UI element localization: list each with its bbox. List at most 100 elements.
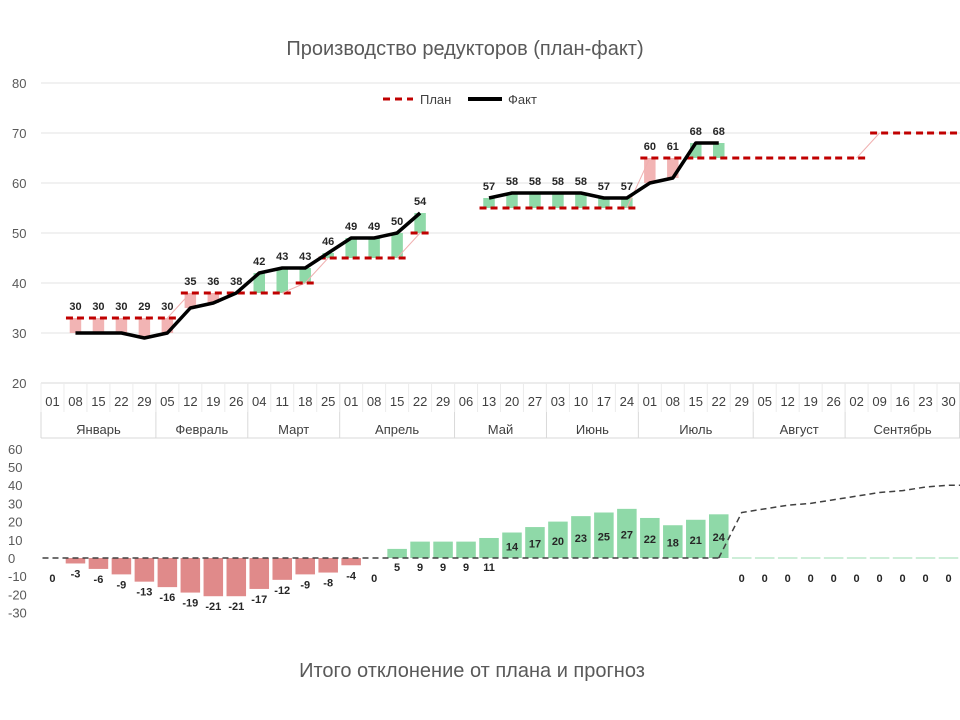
fact-series-line [75, 141, 719, 340]
x-day-tick-label: 18 [298, 394, 312, 409]
plan-fact-diff-bar [552, 193, 564, 208]
deviation-bar [157, 558, 178, 588]
plan-fact-diff-bar [414, 213, 426, 233]
plan-fact-diff-bar [483, 198, 495, 208]
x-day-tick-label: 22 [413, 394, 427, 409]
x-day-tick-label: 20 [505, 394, 519, 409]
x-day-tick-label: 30 [941, 394, 955, 409]
deviation-data-label: 27 [621, 529, 633, 541]
fact-data-label: 36 [207, 276, 219, 288]
plan-step-connector [282, 282, 306, 294]
deviation-data-label: 18 [667, 538, 679, 550]
x-month-label: Март [278, 422, 309, 437]
plan-fact-diff-bar [621, 198, 633, 208]
bottom-y-tick-label: 60 [8, 442, 22, 457]
plan-fact-diff-bar [368, 238, 380, 258]
fact-data-label: 68 [690, 126, 702, 138]
deviation-data-label: -19 [182, 598, 198, 610]
plan-series-line [65, 131, 958, 320]
deviation-data-label: 21 [690, 535, 702, 547]
fact-data-label: 46 [322, 236, 334, 248]
deviation-bar [387, 548, 407, 558]
x-day-tick-label: 22 [114, 394, 128, 409]
x-day-tick-label: 15 [390, 394, 404, 409]
x-month-label: Июнь [576, 422, 609, 437]
top-y-tick-label: 30 [12, 326, 26, 341]
deviation-bars [65, 508, 959, 597]
x-day-tick-label: 11 [275, 394, 289, 409]
x-day-tick-label: 01 [344, 394, 358, 409]
x-day-tick-label: 29 [137, 394, 151, 409]
deviation-data-label: 22 [644, 534, 656, 546]
deviation-bar [571, 516, 591, 558]
fact-series-segment [488, 141, 719, 200]
deviation-data-label: 17 [529, 539, 541, 551]
deviation-forecast-line [718, 484, 960, 559]
x-day-tick-label: 13 [482, 394, 496, 409]
deviation-bar [226, 558, 247, 597]
x-day-tick-label: 23 [918, 394, 932, 409]
deviation-bar [479, 537, 499, 558]
deviation-forecast-bar [731, 557, 752, 559]
top-chart-legend: План Факт [383, 92, 537, 107]
x-month-label: Май [488, 422, 513, 437]
plan-fact-diff-bar [184, 293, 197, 308]
deviation-forecast-bar [800, 557, 821, 559]
fact-series-segment [75, 211, 422, 340]
fact-data-label: 58 [506, 176, 518, 188]
bottom-y-tick-label: 0 [8, 551, 15, 566]
fact-data-label: 38 [230, 276, 242, 288]
deviation-data-label: 24 [713, 532, 726, 544]
deviation-data-label: 11 [483, 562, 495, 574]
top-y-tick-label: 40 [12, 276, 26, 291]
plan-fact-diff-bar [690, 143, 702, 158]
fact-data-label: 30 [115, 301, 127, 313]
bottom-y-tick-label: 40 [8, 478, 22, 493]
deviation-data-label: 0 [785, 573, 791, 585]
top-chart-y-axis: 20 30 40 50 60 70 80 [12, 76, 26, 391]
deviation-data-label: 0 [900, 573, 906, 585]
plan-fact-diff-bar [69, 318, 82, 333]
deviation-forecast-bar [869, 557, 890, 559]
x-month-label: Сентябрь [873, 422, 931, 437]
top-y-tick-label: 80 [12, 76, 26, 91]
plan-fact-diff-bar [207, 293, 220, 303]
deviation-data-label: -12 [274, 585, 290, 597]
x-day-tick-label: 26 [229, 394, 243, 409]
top-chart-title: Производство редукторов (план-факт) [286, 38, 643, 60]
top-y-tick-label: 60 [12, 176, 26, 191]
x-day-tick-label: 12 [183, 394, 197, 409]
deviation-data-label: -9 [117, 579, 127, 591]
fact-data-label: 58 [575, 176, 587, 188]
deviation-bar [456, 541, 476, 558]
x-month-label: Январь [76, 422, 121, 437]
bottom-y-tick-label: 10 [8, 533, 22, 548]
bottom-chart-y-axis: -30 -20 -10 0 10 20 30 40 50 60 [8, 442, 27, 621]
deviation-forecast-bar [938, 557, 959, 559]
fact-data-label: 30 [69, 301, 81, 313]
deviation-data-label: -6 [94, 574, 104, 586]
x-day-tick-label: 03 [551, 394, 565, 409]
plan-fact-diff-bar [276, 268, 288, 293]
deviation-data-label: 14 [506, 541, 519, 553]
x-day-tick-label: 06 [459, 394, 473, 409]
deviation-data-label: 0 [762, 573, 768, 585]
plan-fact-diff-bar [506, 193, 518, 208]
plan-fact-diff-bar [644, 158, 656, 183]
deviation-bar [594, 512, 614, 558]
fact-data-label: 43 [276, 251, 288, 263]
deviation-forecast-bar [892, 557, 913, 559]
deviation-forecast-bar [777, 557, 798, 559]
deviation-data-label: -9 [300, 579, 310, 591]
deviation-data-label: 0 [877, 573, 883, 585]
x-day-tick-label: 01 [45, 394, 59, 409]
x-day-tick-label: 09 [872, 394, 886, 409]
x-day-tick-label: 29 [735, 394, 749, 409]
x-month-label: Апрель [375, 422, 419, 437]
plan-step-connector [166, 292, 191, 319]
legend-plan-label: План [420, 92, 451, 107]
x-day-tick-label: 04 [252, 394, 266, 409]
x-day-tick-label: 26 [826, 394, 840, 409]
deviation-data-label: 9 [463, 562, 469, 574]
